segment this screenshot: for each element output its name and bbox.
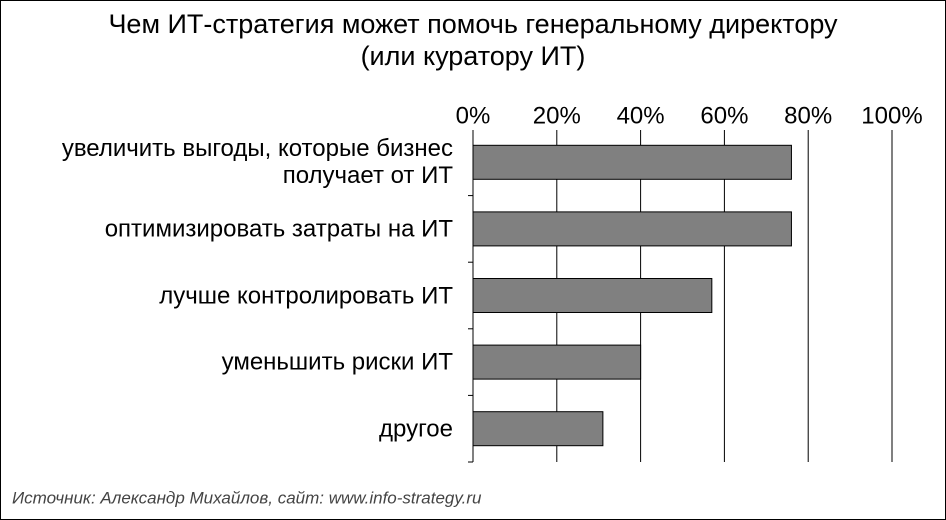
y-tick-label: увеличить выгоды, которые бизнес получае… <box>61 135 453 190</box>
y-tick-label: уменьшить риски ИТ <box>221 348 453 376</box>
x-tick-label: 40% <box>617 102 665 129</box>
x-tick-label: 80% <box>784 102 832 129</box>
x-tick-label: 60% <box>700 102 748 129</box>
source-note: Источник: Александр Михайлов, сайт: www.… <box>12 488 482 507</box>
chart-title: (или куратору ИТ) <box>361 41 586 71</box>
chart-title: Чем ИТ-стратегия может помочь генерально… <box>108 9 838 39</box>
x-tick-label: 100% <box>861 102 922 129</box>
bar <box>472 411 604 447</box>
bar <box>472 144 792 180</box>
y-tick-label: лучше контролировать ИТ <box>159 282 453 309</box>
bar <box>472 211 792 247</box>
x-tick-label: 20% <box>533 102 581 129</box>
bar <box>472 344 642 380</box>
x-tick-label: 0% <box>456 102 491 129</box>
y-tick-label: другое <box>378 415 453 443</box>
y-tick-label: оптимизировать затраты на ИТ <box>104 215 453 243</box>
bar <box>472 278 713 313</box>
